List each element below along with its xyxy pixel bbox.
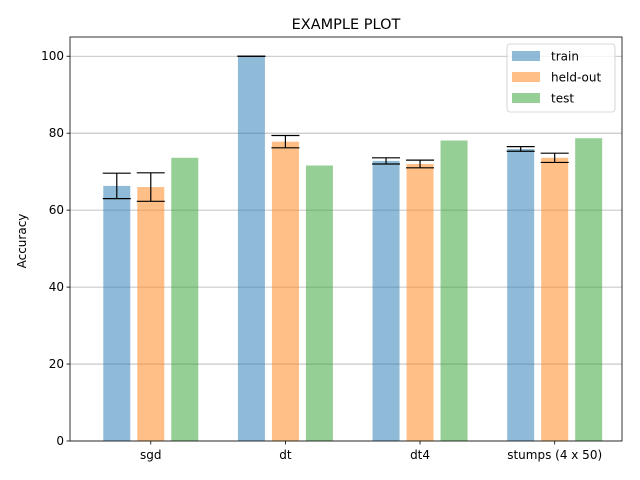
bar-held-out bbox=[406, 163, 434, 441]
chart-title: EXAMPLE PLOT bbox=[292, 17, 401, 33]
bar-train bbox=[237, 56, 265, 441]
legend-label: test bbox=[551, 92, 574, 106]
x-tick-label: dt4 bbox=[410, 448, 430, 462]
y-tick-label: 80 bbox=[49, 126, 64, 140]
x-tick-label: sgd bbox=[140, 448, 162, 462]
y-tick-label: 0 bbox=[56, 434, 64, 448]
x-tick-label: stumps (4 x 50) bbox=[507, 448, 602, 462]
bar-test bbox=[440, 140, 468, 441]
y-tick-label: 40 bbox=[49, 280, 64, 294]
legend-label: held-out bbox=[551, 71, 601, 85]
legend-swatch bbox=[512, 93, 540, 103]
bar-test bbox=[305, 165, 333, 441]
bar-train bbox=[507, 148, 535, 442]
axes: 0 20 40 60 80 100 sgd dt dt4 stumps (4 x 50) bbox=[41, 36, 623, 462]
y-tick-label: 20 bbox=[49, 357, 64, 371]
y-axis-label: Accuracy bbox=[15, 214, 29, 269]
bar-held-out bbox=[541, 157, 569, 441]
y-tick-label: 60 bbox=[49, 203, 64, 217]
bar-held-out bbox=[137, 187, 165, 441]
legend-label: train bbox=[551, 50, 579, 64]
bars bbox=[103, 56, 603, 442]
bar-train bbox=[103, 185, 131, 441]
x-tick-label: dt bbox=[279, 448, 292, 462]
bar-held-out bbox=[271, 141, 299, 441]
bar-test bbox=[575, 138, 603, 441]
error-bars bbox=[102, 55, 569, 202]
bar-train bbox=[372, 160, 400, 442]
y-tick-label: 100 bbox=[41, 49, 64, 63]
legend-swatch bbox=[512, 72, 540, 82]
bar-test bbox=[171, 157, 199, 441]
plot-frame bbox=[69, 36, 623, 442]
legend: train held-out test bbox=[506, 43, 616, 113]
legend-swatch bbox=[512, 51, 540, 61]
